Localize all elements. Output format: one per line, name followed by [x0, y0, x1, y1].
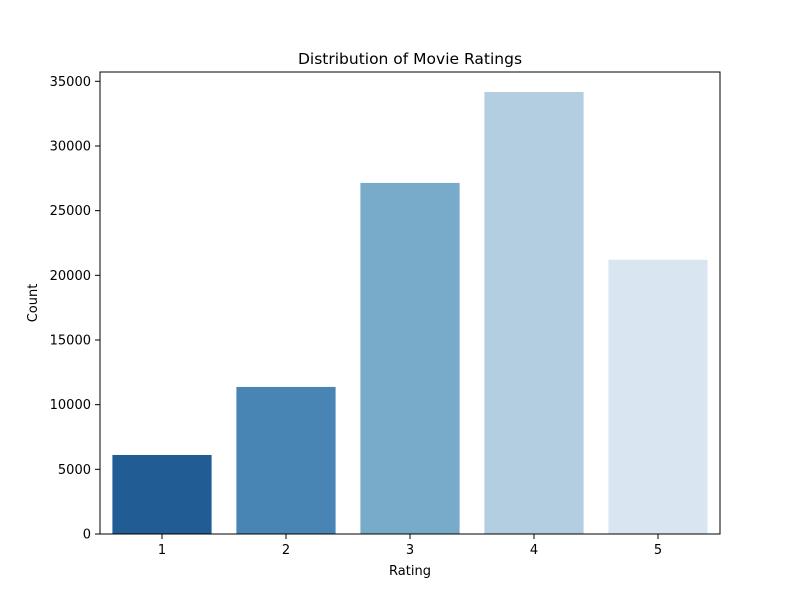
bar-3 [360, 182, 460, 534]
x-tick-label: 3 [406, 543, 414, 558]
bar-5 [608, 259, 708, 534]
x-tick-label: 5 [654, 543, 662, 558]
y-axis-label: Count [26, 284, 41, 323]
y-tick-label: 30000 [50, 139, 91, 154]
plot-frame [99, 71, 721, 535]
y-tick-label: 20000 [50, 269, 91, 284]
y-tick-label: 15000 [50, 333, 91, 348]
x-tick-label: 4 [530, 543, 538, 558]
x-axis-ticks: 1 2 3 4 5 [158, 534, 662, 558]
y-tick-label: 35000 [50, 75, 91, 90]
x-tick-label: 1 [158, 543, 166, 558]
bar-2 [236, 386, 336, 534]
chart-title: Distribution of Movie Ratings [298, 50, 522, 68]
x-tick-label: 2 [282, 543, 290, 558]
bar-4 [484, 91, 584, 535]
y-tick-label: 5000 [58, 463, 91, 478]
y-tick-label: 10000 [50, 398, 91, 413]
y-tick-label: 25000 [50, 204, 91, 219]
y-axis-ticks: 0 5000 10000 15000 20000 25000 30000 35000 [50, 75, 100, 543]
y-tick-label: 0 [83, 528, 91, 543]
bars-group [112, 91, 708, 535]
bar-1 [112, 454, 212, 534]
x-axis-label: Rating [389, 564, 431, 579]
